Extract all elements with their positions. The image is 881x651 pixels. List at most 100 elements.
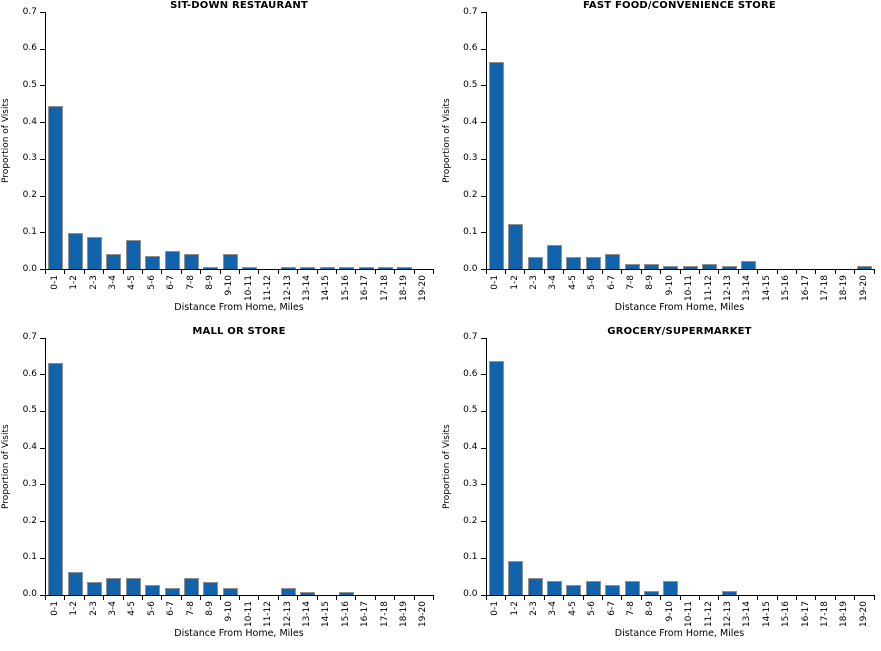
x-axis-tick: [219, 270, 221, 274]
y-tick-label: 0.0: [22, 263, 37, 274]
x-tick-label: 18-19: [839, 600, 850, 627]
x-tick-label: 7-8: [185, 600, 196, 616]
x-tick-label: 6-7: [166, 275, 177, 290]
x-axis-tick: [200, 270, 202, 274]
x-axis-tick: [621, 595, 623, 600]
x-axis-tick: [718, 595, 720, 600]
x-tick-label: 11-12: [703, 275, 714, 302]
x-axis-tick: [563, 595, 565, 600]
x-axis-tick: [873, 595, 875, 600]
x-tick-label: 1-2: [509, 275, 520, 290]
x-axis-tick: [45, 270, 46, 274]
x-tick-label: 16-17: [800, 275, 811, 302]
x-tick-label: 2-3: [88, 275, 99, 290]
y-axis-tick: [480, 337, 486, 339]
chart-title: MALL OR STORE: [192, 325, 286, 337]
bar-1-2: [508, 224, 524, 269]
bar-8-9: [203, 581, 219, 595]
x-tick-label: 13-14: [301, 275, 312, 302]
x-tick-label: 15-16: [340, 600, 351, 627]
y-axis-tick: [480, 410, 486, 412]
y-tick-label: 0.6: [22, 368, 37, 379]
x-axis-tick: [504, 270, 506, 274]
y-axis-tick: [40, 484, 45, 486]
x-tick-label: 0-1: [49, 600, 60, 616]
x-axis-tick: [297, 595, 299, 600]
y-axis-tick: [480, 269, 486, 270]
x-tick-label: 9-10: [224, 275, 235, 296]
x-axis-tick: [543, 595, 545, 600]
x-axis-tick: [316, 270, 318, 274]
x-tick-label: 9-10: [224, 600, 235, 621]
x-axis-tick: [834, 595, 836, 600]
x-axis-label: Distance From Home, Miles: [174, 302, 304, 313]
x-tick-label: 10-11: [684, 600, 695, 627]
y-tick-label: 0.1: [22, 226, 37, 237]
y-tick-label: 0.3: [463, 478, 478, 489]
chart-fast-food-convenience-store: FAST FOOD/CONVENIENCE STORE Proportion o…: [441, 0, 881, 326]
y-tick-label: 0.4: [22, 442, 37, 453]
x-tick-label: 19-20: [418, 600, 429, 627]
x-tick-label: 18-19: [398, 600, 409, 627]
x-tick-label: 11-12: [263, 600, 274, 627]
x-tick-label: 13-14: [742, 600, 753, 627]
bar-0-1: [48, 363, 64, 595]
x-tick-label: 18-19: [839, 275, 850, 302]
y-axis-tick: [480, 484, 486, 486]
x-axis-tick: [582, 595, 584, 600]
x-tick-label: 15-16: [781, 600, 792, 627]
x-axis-tick: [433, 270, 434, 274]
bar-2-3: [527, 257, 543, 269]
bar-12-13: [721, 266, 737, 269]
plot-area: [45, 337, 434, 596]
bar-10-11: [682, 266, 698, 269]
x-axis-tick: [563, 270, 565, 274]
x-tick-label: 4-5: [127, 275, 138, 290]
bar-15-16: [339, 267, 355, 269]
y-tick-label: 0.7: [463, 332, 478, 342]
bar-2-3: [527, 577, 543, 595]
y-axis-tick: [40, 122, 45, 124]
x-axis-tick: [582, 270, 584, 274]
x-tick-label: 1-2: [69, 275, 80, 290]
x-axis-tick: [601, 595, 603, 600]
x-tick-label: 19-20: [418, 275, 429, 302]
y-axis-tick: [480, 594, 486, 596]
x-tick-label: 12-13: [282, 600, 293, 627]
x-axis-tick: [219, 595, 221, 600]
x-axis-label: Distance From Home, Miles: [614, 302, 745, 313]
y-tick-label: 0.5: [22, 405, 37, 416]
chart-grocery-supermarket: GROCERY/SUPERMARKET Proportion of Visits…: [441, 326, 881, 651]
y-tick-label: 0.2: [22, 515, 37, 526]
x-axis-tick: [834, 270, 836, 274]
y-tick-label: 0.7: [22, 6, 37, 17]
x-axis-tick: [180, 595, 182, 600]
bar-6-7: [164, 250, 180, 269]
bar-3-4: [546, 580, 562, 595]
x-axis-tick: [316, 595, 318, 600]
x-tick-label: 18-19: [398, 275, 409, 302]
x-axis-tick: [83, 270, 85, 274]
x-axis-tick: [258, 270, 260, 274]
x-axis-tick: [277, 595, 279, 600]
x-tick-label: 8-9: [645, 275, 656, 290]
x-axis-tick: [698, 270, 700, 274]
chart-mall-or-store: MALL OR STORE Proportion of Visits Dista…: [0, 326, 441, 651]
y-axis-tick: [480, 557, 486, 559]
x-tick-label: 12-13: [723, 600, 733, 627]
x-tick-label: 1-2: [509, 600, 520, 616]
y-axis-tick: [40, 195, 45, 197]
y-tick-label: 0.5: [463, 79, 478, 90]
bar-1-2: [67, 233, 83, 269]
x-axis-tick: [679, 595, 681, 600]
bar-12-13: [721, 591, 737, 595]
x-tick-label: 2-3: [529, 600, 539, 616]
x-axis-tick: [640, 270, 642, 274]
x-tick-label: 14-15: [761, 275, 772, 302]
y-axis-tick: [40, 337, 45, 339]
y-tick-label: 0.6: [463, 368, 478, 379]
y-tick-label: 0.0: [463, 263, 478, 274]
x-axis-tick: [180, 270, 182, 274]
bar-0-1: [488, 61, 504, 269]
